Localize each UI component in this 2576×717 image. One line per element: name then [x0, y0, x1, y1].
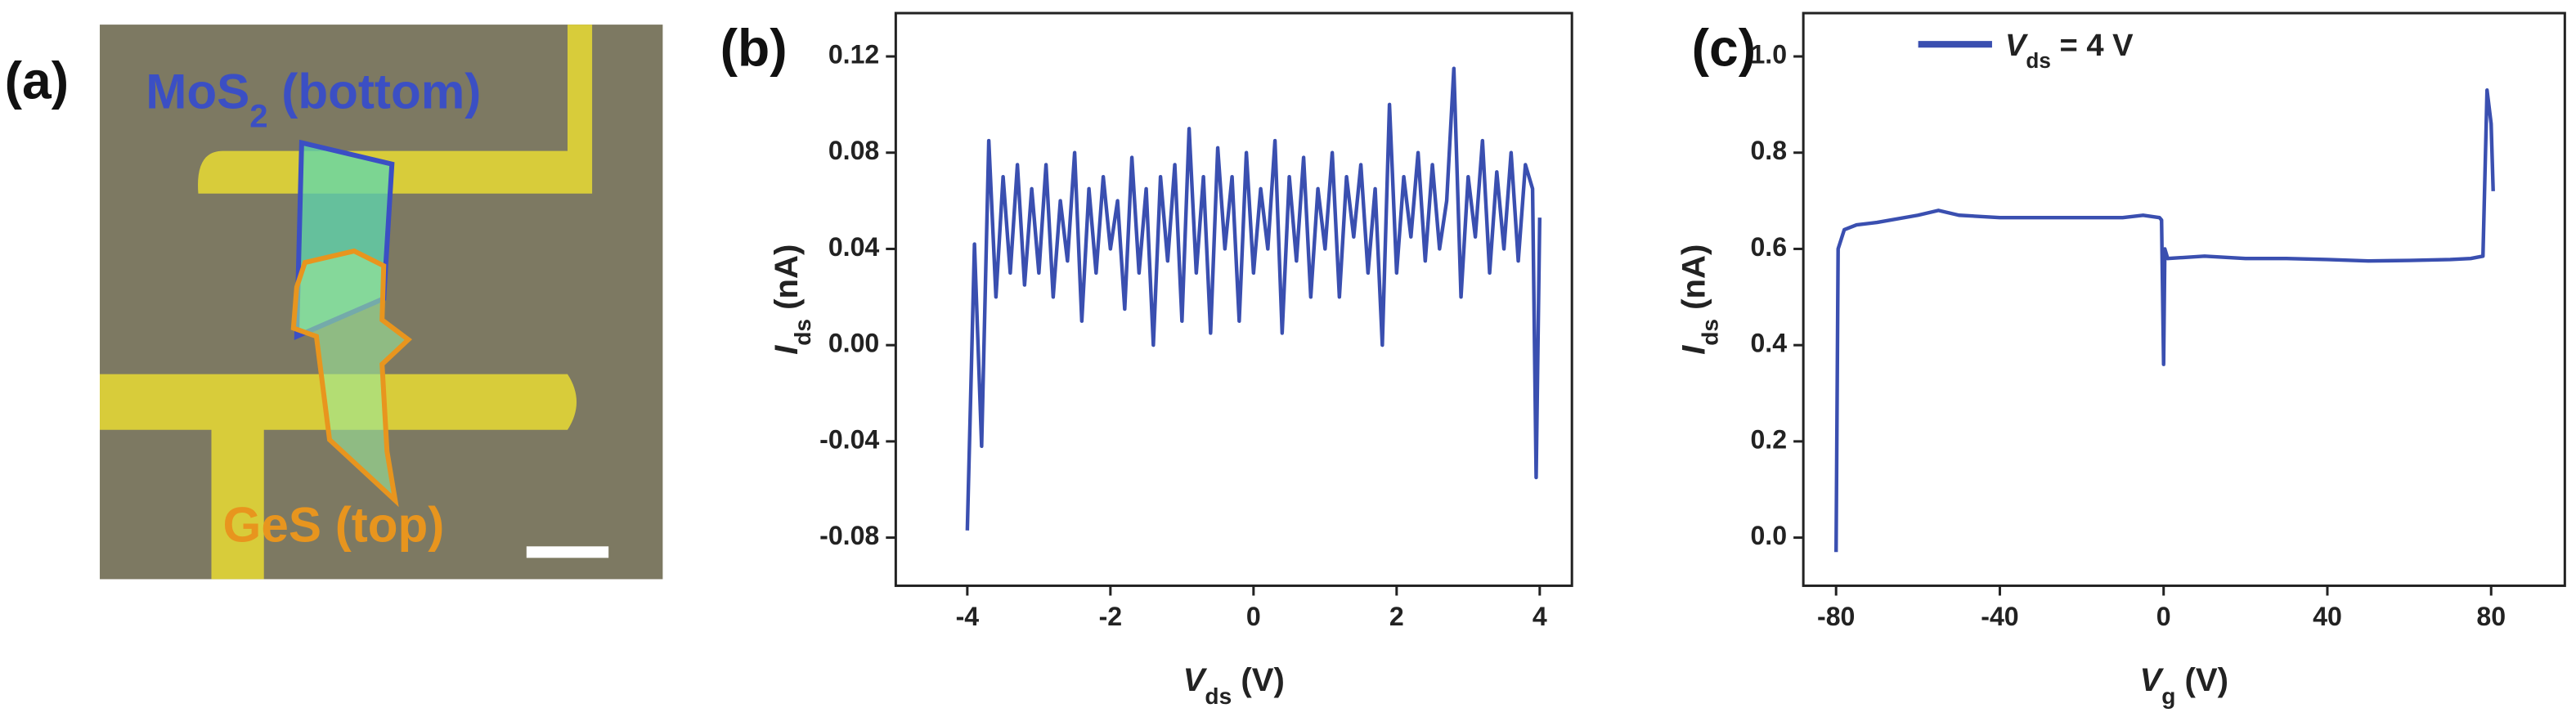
label-part: ds [1205, 683, 1232, 708]
label-part: (bottom) [268, 64, 482, 119]
data-line [965, 66, 1542, 531]
axis-title: Ids (nA) [1676, 244, 1723, 355]
x-tick-label: 80 [2476, 602, 2506, 631]
label-part: V [2005, 28, 2029, 63]
micrograph: (a) MoS2 (bottom) GeS (top) [5, 25, 663, 580]
legend-label: Vds = 4 V [2005, 28, 2134, 73]
plot-frame [894, 11, 1573, 587]
ges-flake [290, 248, 412, 508]
x-tick-label: 2 [1389, 602, 1404, 631]
x-tick-label: -80 [1817, 602, 1855, 631]
chart: (c) 0.0 0.2 0.4 0.6 0.8 1.0 -80 -40 0 40 80 Vg (V) Id… [1676, 11, 2566, 709]
panel-label: (b) [720, 18, 788, 77]
label-part: (V) [1232, 661, 1285, 698]
y-tick-label: 0.6 [1750, 232, 1787, 262]
label-part: ds [2026, 48, 2050, 73]
flake-label: MoS2 (bottom) [146, 64, 481, 133]
y-tick-label: 0.0 [1750, 521, 1787, 550]
panel-label: (c) [1692, 18, 1756, 77]
label-part: I [768, 345, 805, 355]
chart: (b) -0.08 -0.04 0.00 0.04 0.08 0.12 -4 -2 0 2 4 Vds … [720, 11, 1573, 709]
label-part: V [2139, 661, 2164, 698]
x-tick-label: -2 [1099, 602, 1123, 631]
x-tick-label: 4 [1533, 602, 1547, 631]
y-tick-label: -0.04 [819, 424, 879, 454]
label-part: g [2161, 683, 2175, 708]
y-tick-label: 0.4 [1750, 329, 1787, 358]
x-tick-label: -40 [1981, 602, 2018, 631]
label-part: I [1676, 345, 1712, 355]
flake-label: GeS (top) [223, 497, 445, 552]
label-part: (nA) [768, 244, 805, 319]
axis-title: Vg (V) [2139, 661, 2228, 709]
label-part: V [1183, 661, 1208, 698]
x-tick-label: 0 [2156, 602, 2171, 631]
electrode [198, 25, 593, 194]
x-tick-label: 0 [1246, 602, 1261, 631]
label-part: 2 [249, 97, 267, 134]
data-line [1834, 88, 2495, 553]
axis-title: Vds (V) [1183, 661, 1285, 709]
label-part: ds [789, 319, 815, 346]
label-part: = 4 V [2051, 28, 2134, 63]
y-tick-label: 0.08 [828, 136, 879, 165]
label-part: MoS [146, 64, 249, 119]
electrode [100, 374, 577, 580]
y-tick-label: 0.00 [828, 329, 879, 358]
y-tick-label: 1.0 [1750, 40, 1787, 69]
label-part: ds [1697, 319, 1722, 346]
panel-label: (a) [5, 51, 69, 110]
y-tick-label: 0.12 [828, 40, 879, 69]
y-tick-label: -0.08 [819, 521, 879, 550]
plot-frame [1802, 11, 2566, 587]
axis-title: Ids (nA) [768, 244, 815, 355]
y-tick-label: 0.04 [828, 232, 880, 262]
y-tick-label: 0.2 [1750, 424, 1787, 454]
label-part: (V) [2175, 661, 2228, 698]
y-tick-label: 0.8 [1750, 136, 1787, 165]
label-part: (nA) [1676, 244, 1712, 319]
x-tick-label: 40 [2313, 602, 2342, 631]
scale-bar [526, 546, 609, 558]
x-tick-label: -4 [956, 602, 980, 631]
